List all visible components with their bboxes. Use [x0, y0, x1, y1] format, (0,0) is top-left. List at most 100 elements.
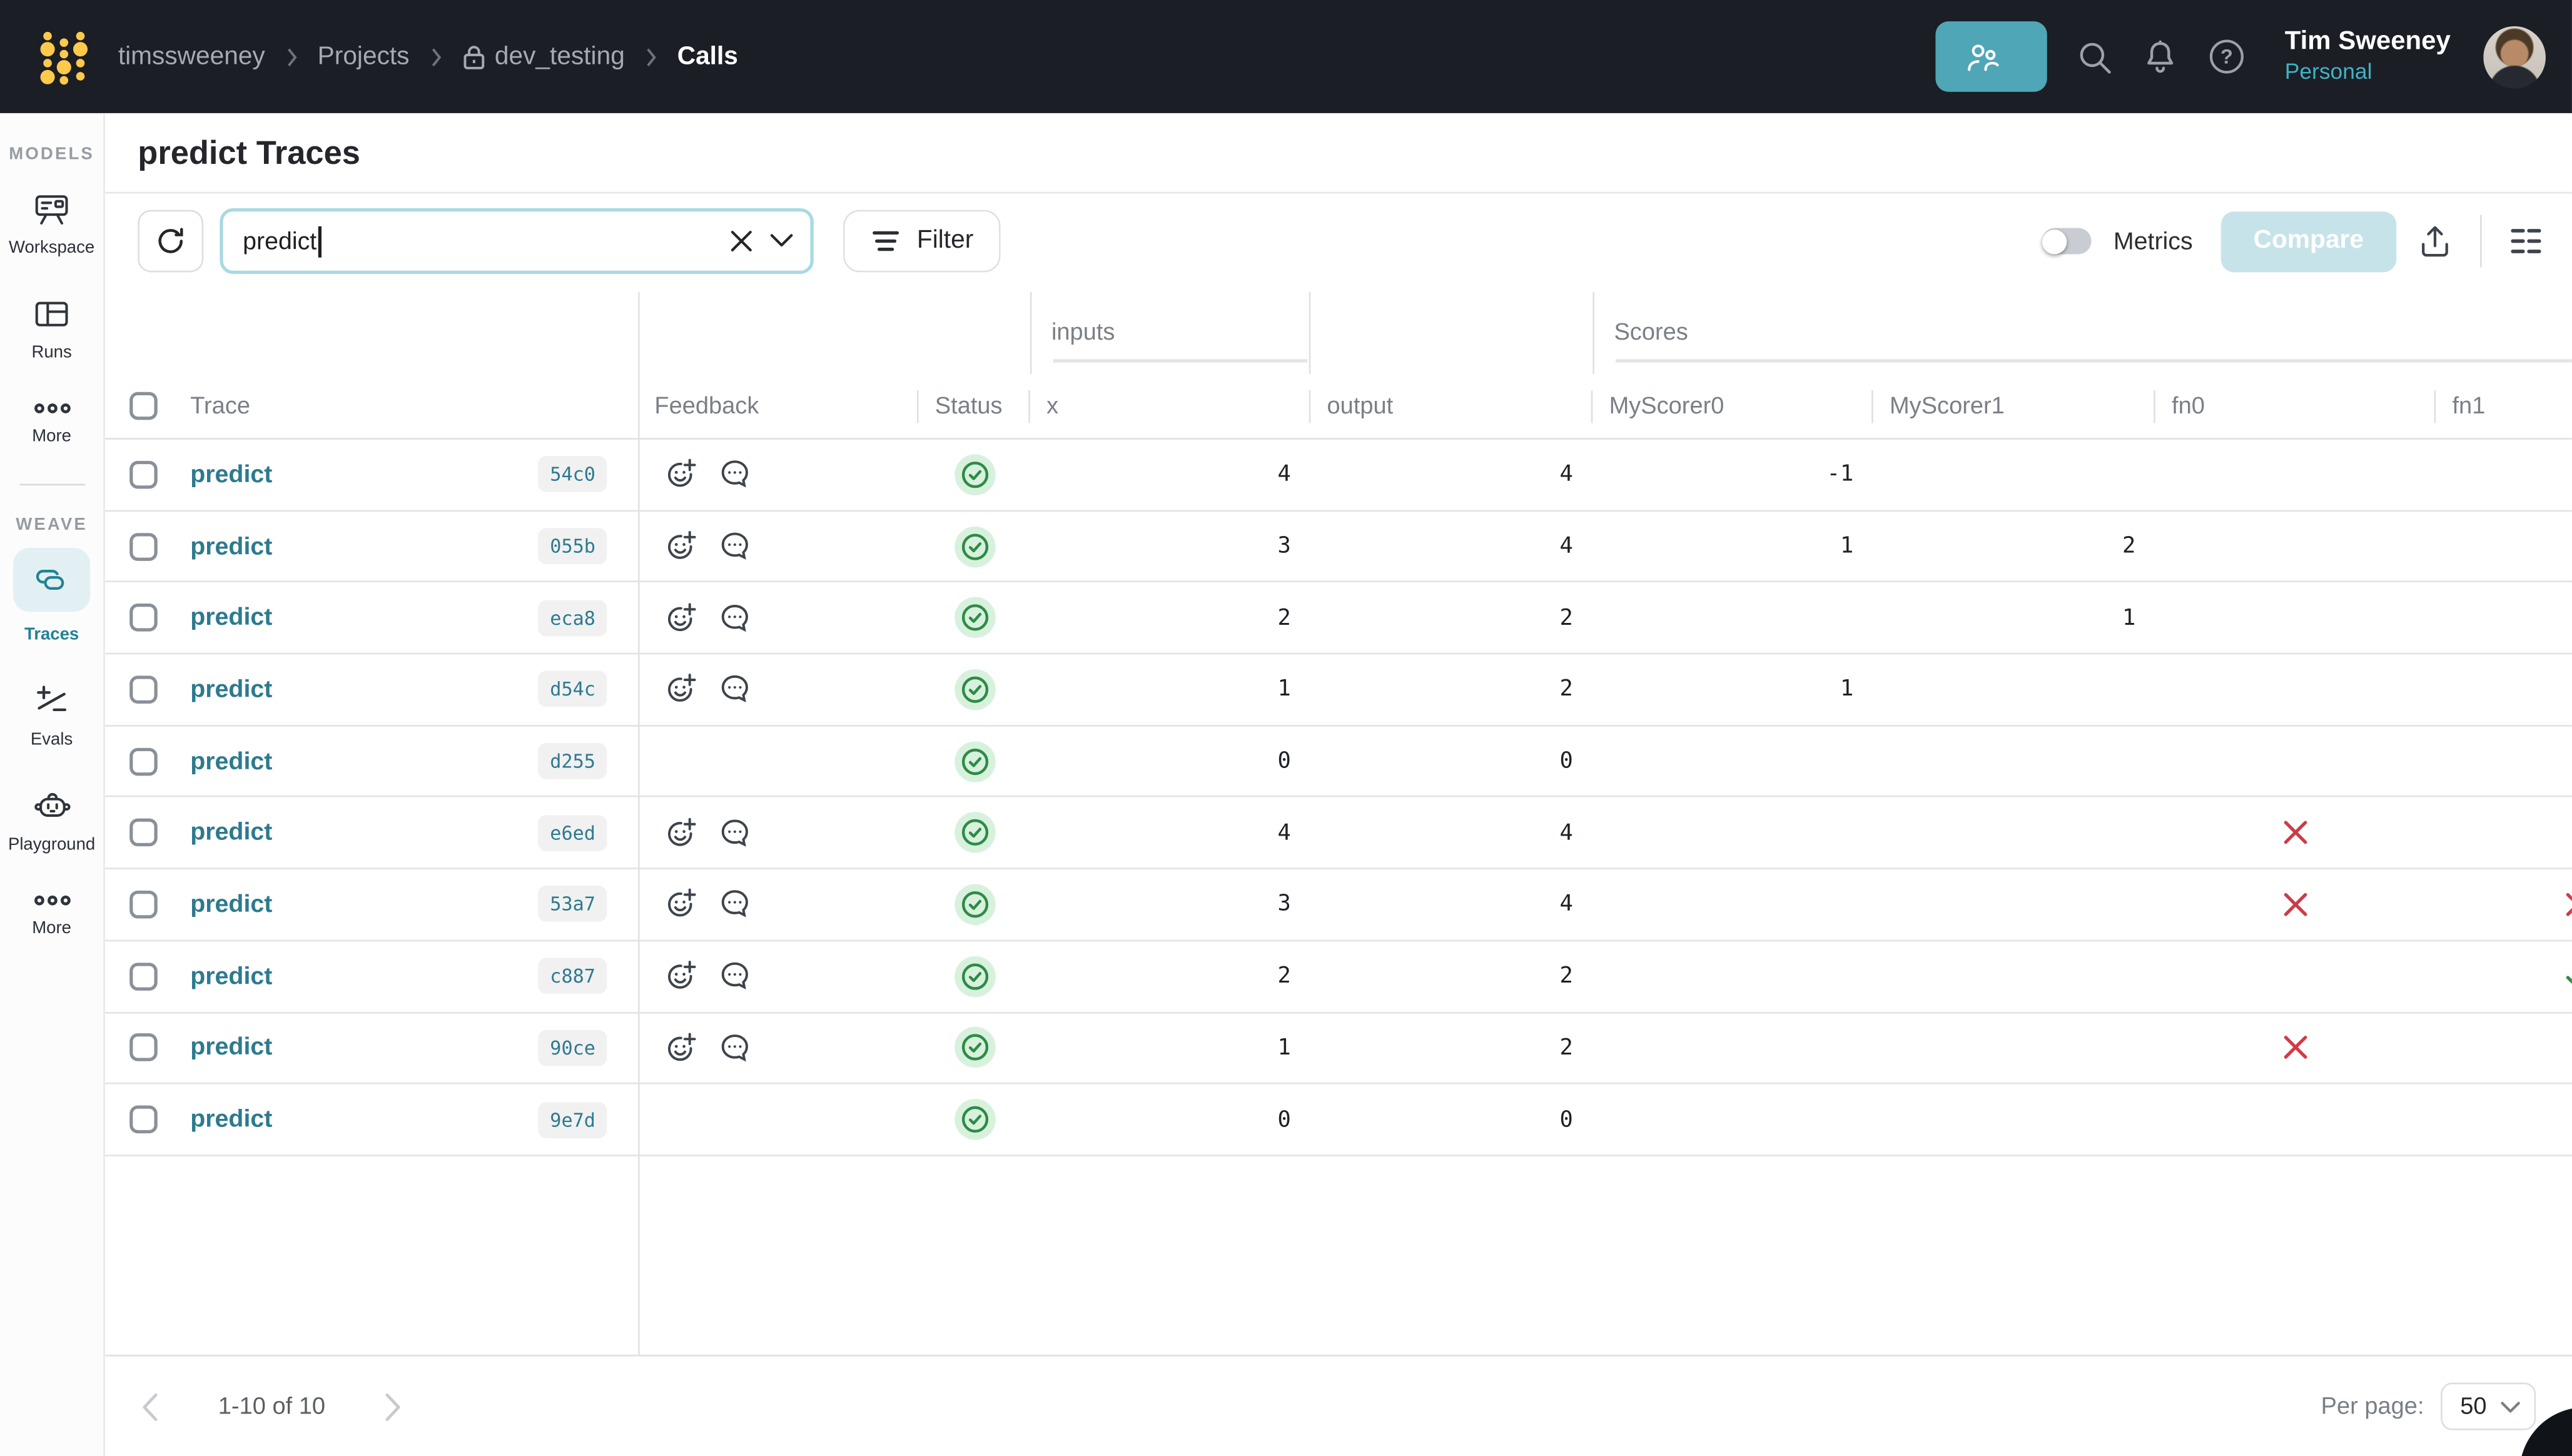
trace-link[interactable]: predict: [190, 532, 273, 560]
comment-icon[interactable]: [719, 530, 751, 562]
filter-button[interactable]: Filter: [843, 210, 1001, 273]
trace-link[interactable]: predict: [190, 460, 273, 489]
row-checkbox[interactable]: [128, 1034, 157, 1062]
wandb-logo-icon[interactable]: [39, 29, 89, 84]
table-row[interactable]: predict d255: [104, 726, 2572, 798]
row-checkbox[interactable]: [128, 1105, 157, 1134]
avatar[interactable]: [2483, 25, 2546, 88]
help-icon[interactable]: ?: [2208, 38, 2245, 75]
sidebar-section-weave: WEAVE: [16, 515, 88, 535]
per-page-select[interactable]: 50: [2440, 1382, 2536, 1430]
trace-link[interactable]: predict: [190, 675, 273, 704]
add-reaction-icon[interactable]: [664, 602, 697, 634]
table-row[interactable]: predict 9e7d: [104, 1084, 2572, 1156]
sidebar-item-runs[interactable]: Runs: [31, 295, 72, 363]
trace-link[interactable]: predict: [190, 747, 273, 776]
row-checkbox[interactable]: [128, 604, 157, 632]
trace-id-chip[interactable]: 53a7: [538, 886, 607, 923]
search-options-chevron-icon[interactable]: [769, 233, 794, 249]
breadcrumb-projects[interactable]: Projects: [317, 41, 410, 70]
comment-icon[interactable]: [719, 1031, 751, 1064]
add-reaction-icon[interactable]: [664, 888, 697, 921]
row-checkbox[interactable]: [128, 819, 157, 847]
trace-id-chip[interactable]: 90ce: [538, 1029, 607, 1066]
trace-id-chip[interactable]: c887: [538, 958, 607, 994]
select-all-checkbox[interactable]: [128, 392, 157, 420]
comment-icon[interactable]: [719, 602, 751, 634]
breadcrumb-project[interactable]: dev_testing: [462, 42, 625, 71]
add-reaction-icon[interactable]: [664, 458, 697, 491]
table-row[interactable]: predict 54c0: [104, 440, 2572, 512]
trace-link[interactable]: predict: [190, 962, 273, 991]
sidebar-item-more-weave[interactable]: More: [32, 892, 71, 938]
add-reaction-icon[interactable]: [664, 673, 697, 705]
sidebar-item-playground[interactable]: Playground: [8, 787, 95, 854]
row-checkbox[interactable]: [128, 747, 157, 776]
comment-icon[interactable]: [719, 888, 751, 921]
add-reaction-icon[interactable]: [664, 960, 697, 993]
trace-id-chip[interactable]: d255: [538, 743, 607, 779]
table-row[interactable]: predict 53a7: [104, 869, 2572, 941]
user-menu[interactable]: Tim Sweeney Personal: [2285, 26, 2451, 87]
export-icon[interactable]: [2418, 224, 2452, 258]
group-header-inputs[interactable]: inputs: [1030, 291, 1311, 374]
trace-id-chip[interactable]: eca8: [538, 600, 607, 636]
table-row[interactable]: predict 055b: [104, 511, 2572, 583]
trace-link[interactable]: predict: [190, 1105, 273, 1134]
trace-id-chip[interactable]: 54c0: [538, 456, 607, 493]
column-header-x[interactable]: x: [1030, 374, 1311, 438]
comment-icon[interactable]: [719, 816, 751, 849]
previous-page-icon[interactable]: [141, 1392, 159, 1421]
trace-link[interactable]: predict: [190, 890, 273, 919]
trace-id-chip[interactable]: d54c: [538, 671, 607, 708]
add-reaction-icon[interactable]: [664, 1031, 697, 1064]
column-header-trace[interactable]: Trace: [190, 393, 250, 420]
trace-id-chip[interactable]: 9e7d: [538, 1101, 607, 1138]
compare-button[interactable]: Compare: [2220, 210, 2397, 272]
clear-search-icon[interactable]: [728, 228, 754, 255]
search-icon[interactable]: [2077, 39, 2113, 75]
search-input[interactable]: predict: [220, 208, 814, 274]
breadcrumb-calls[interactable]: Calls: [677, 41, 738, 70]
comment-icon[interactable]: [719, 673, 751, 705]
row-checkbox[interactable]: [128, 890, 157, 919]
column-header-fn1[interactable]: fn1: [2452, 393, 2486, 420]
add-reaction-icon[interactable]: [664, 530, 697, 562]
metrics-toggle[interactable]: [2043, 228, 2092, 255]
trace-id-chip[interactable]: 055b: [538, 528, 607, 565]
manage-columns-icon[interactable]: [2509, 226, 2542, 256]
comment-icon[interactable]: [719, 458, 751, 491]
trace-id-chip[interactable]: e6ed: [538, 814, 607, 851]
column-header-myscorer0[interactable]: MyScorer0: [1592, 374, 1873, 438]
sidebar-item-workspace[interactable]: Workspace: [9, 190, 94, 258]
comment-icon[interactable]: [719, 960, 751, 993]
column-header-output[interactable]: output: [1310, 374, 1593, 438]
breadcrumb-account[interactable]: timssweeney: [118, 41, 265, 70]
column-header-status[interactable]: Status: [919, 374, 1030, 438]
notifications-bell-icon[interactable]: [2142, 39, 2179, 75]
group-header-scores[interactable]: Scores: [1592, 291, 2572, 374]
row-checkbox[interactable]: [128, 532, 157, 560]
table-row[interactable]: predict eca8: [104, 583, 2572, 655]
invite-teammates-button[interactable]: [1935, 21, 2047, 92]
trace-link[interactable]: predict: [190, 1034, 273, 1062]
sidebar-item-evals[interactable]: Evals: [31, 682, 73, 749]
cell-fn1: [2436, 1084, 2572, 1155]
row-checkbox[interactable]: [128, 675, 157, 704]
table-row[interactable]: predict d54c: [104, 655, 2572, 727]
column-header-fn0[interactable]: fn0: [2155, 374, 2436, 438]
row-checkbox[interactable]: [128, 962, 157, 991]
next-page-icon[interactable]: [384, 1392, 402, 1421]
column-header-myscorer1[interactable]: MyScorer1: [1873, 374, 2155, 438]
table-row[interactable]: predict 90ce: [104, 1013, 2572, 1084]
column-header-feedback[interactable]: Feedback: [638, 374, 919, 438]
trace-link[interactable]: predict: [190, 819, 273, 847]
row-checkbox[interactable]: [128, 460, 157, 489]
sidebar-item-traces[interactable]: Traces: [13, 547, 91, 645]
table-row[interactable]: predict e6ed: [104, 798, 2572, 870]
add-reaction-icon[interactable]: [664, 816, 697, 849]
refresh-button[interactable]: [138, 210, 204, 273]
sidebar-item-more-models[interactable]: More: [32, 400, 71, 446]
table-row[interactable]: predict c887: [104, 941, 2572, 1013]
trace-link[interactable]: predict: [190, 604, 273, 632]
